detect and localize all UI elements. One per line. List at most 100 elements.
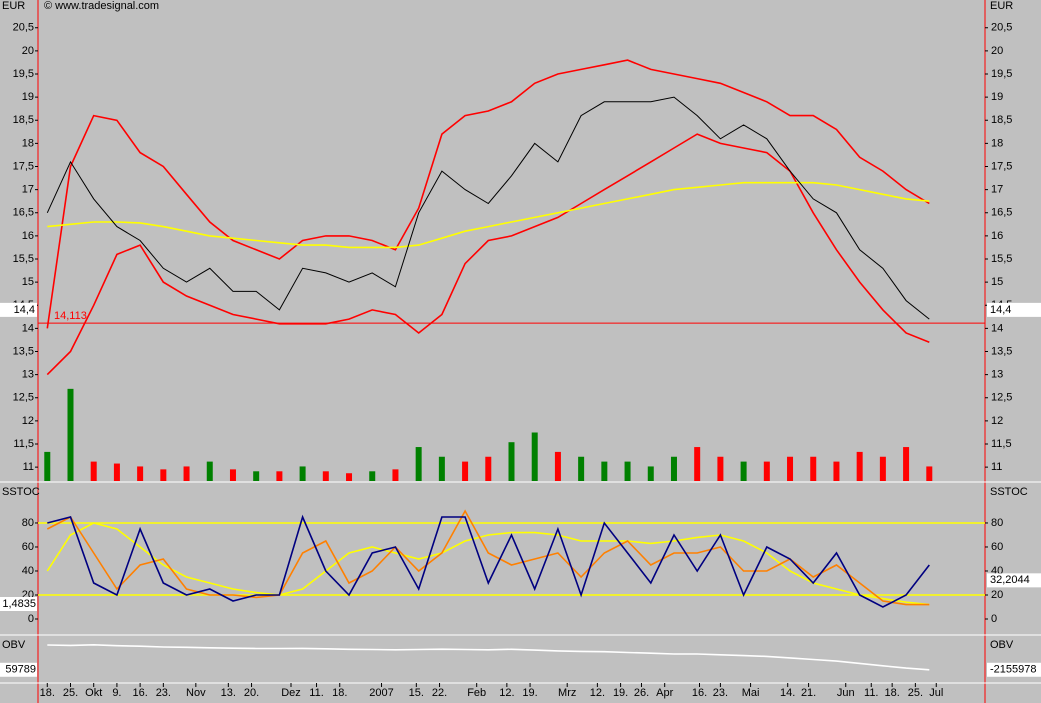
x-tick-label: 19. xyxy=(613,687,628,699)
series-line xyxy=(46,96,930,320)
y-tick-label: 19 xyxy=(22,91,34,103)
x-tick-label: Feb xyxy=(467,687,486,699)
left-value-label: 59789 xyxy=(5,664,36,676)
x-tick-label: Jul xyxy=(929,687,943,699)
left-value-label: 1,4835 xyxy=(2,598,36,610)
volume-bar xyxy=(392,469,399,481)
y-tick-label: 40 xyxy=(22,565,34,577)
x-tick-label: 18. xyxy=(40,687,55,699)
volume-bar xyxy=(299,466,306,481)
x-tick-label: 26. xyxy=(634,687,649,699)
y-tick-label: 11 xyxy=(991,461,1002,473)
y-tick-label: 18 xyxy=(991,137,1003,149)
volume-bar xyxy=(90,461,97,481)
x-tick-label: 16. xyxy=(132,687,147,699)
x-tick-label: 19. xyxy=(522,687,537,699)
y-tick-label: 13,5 xyxy=(13,345,34,357)
y-tick-label: 60 xyxy=(22,541,34,553)
x-tick-label: 23. xyxy=(713,687,728,699)
y-tick-label: 60 xyxy=(991,541,1003,553)
volume-bar xyxy=(346,473,353,481)
y-tick-label: 15,5 xyxy=(13,253,34,265)
x-tick-label: 12. xyxy=(590,687,605,699)
y-tick-label: 20 xyxy=(22,45,34,57)
volume-bar xyxy=(113,463,120,481)
y-tick-label: 16 xyxy=(991,230,1003,242)
x-tick-label: 14. xyxy=(780,687,795,699)
y-tick-label: 18 xyxy=(22,137,34,149)
series-line xyxy=(46,509,930,606)
x-tick-label: 23. xyxy=(156,687,171,699)
last-value-label: 14,4 xyxy=(14,304,35,316)
y-tick-label: 15 xyxy=(991,276,1003,288)
source: © www.tradesignal.com xyxy=(44,0,159,12)
y-axis-label: OBV xyxy=(2,639,26,651)
volume-bar xyxy=(763,461,770,481)
x-tick-label: 2007 xyxy=(369,687,393,699)
volume-bar xyxy=(160,469,167,481)
y-tick-label: 16,5 xyxy=(991,207,1012,219)
y-tick-label: 0 xyxy=(991,613,997,625)
x-tick-label: 18. xyxy=(885,687,900,699)
volume-bar xyxy=(44,451,51,481)
x-tick-label: 11. xyxy=(864,687,878,699)
y-tick-label: 20 xyxy=(991,589,1003,601)
x-tick-label: Apr xyxy=(656,687,673,699)
volume-bar xyxy=(879,456,886,481)
x-tick-label: Mrz xyxy=(558,687,576,699)
x-tick-label: Okt xyxy=(85,687,102,699)
volume-bar xyxy=(926,466,933,481)
y-tick-label: 12 xyxy=(991,415,1003,427)
x-tick-label: Dez xyxy=(281,687,301,699)
y-tick-label: 19,5 xyxy=(13,68,34,80)
x-tick-label: 25. xyxy=(63,687,78,699)
x-tick-label: Nov xyxy=(186,687,206,699)
series-line xyxy=(46,59,930,329)
y-tick-label: 20 xyxy=(991,45,1003,57)
y-tick-label: 12,5 xyxy=(991,392,1012,404)
y-tick-label: 17 xyxy=(991,184,1003,196)
series-line xyxy=(47,643,930,671)
y-tick-label: 20,5 xyxy=(991,22,1012,34)
volume-bar xyxy=(740,461,747,481)
y-tick-label: 12,5 xyxy=(13,392,34,404)
y-tick-label: 11,5 xyxy=(13,438,34,450)
series-line xyxy=(46,133,930,376)
y-tick-label: 13,5 xyxy=(991,345,1012,357)
volume-bar xyxy=(578,456,585,481)
y-tick-label: 80 xyxy=(991,517,1003,529)
y-tick-label: 20,5 xyxy=(13,22,34,34)
x-tick-label: 15. xyxy=(409,687,424,699)
y-tick-label: 15,5 xyxy=(991,253,1012,265)
last-value-label: 14,4 xyxy=(990,304,1011,316)
volume-bar xyxy=(206,461,213,481)
volume-bar xyxy=(485,456,492,481)
y-axis-label: EUR xyxy=(2,0,25,12)
y-tick-label: 16 xyxy=(22,230,34,242)
series-line xyxy=(46,522,930,606)
y-tick-label: 14 xyxy=(22,322,34,334)
x-tick-label: 12. xyxy=(499,687,514,699)
last-value-label: -2155978 xyxy=(990,664,1037,676)
x-tick-label: 9. xyxy=(112,687,121,699)
x-tick-label: 20. xyxy=(244,687,259,699)
x-tick-label: 18. xyxy=(332,687,347,699)
volume-bar xyxy=(508,442,515,481)
volume-bar xyxy=(322,471,329,481)
volume-bar xyxy=(717,456,724,481)
x-tick-label: 11. xyxy=(309,687,323,699)
volume-bar xyxy=(833,461,840,481)
left-value-box xyxy=(0,662,37,677)
volume-bar xyxy=(462,461,469,481)
y-tick-label: 19,5 xyxy=(991,68,1012,80)
last-value-box xyxy=(987,302,1041,317)
series-line xyxy=(47,514,930,608)
y-axis-label: OBV xyxy=(990,639,1014,651)
x-tick-label: 25. xyxy=(908,687,923,699)
y-tick-label: 17,5 xyxy=(991,160,1012,172)
volume-bar xyxy=(903,447,910,481)
y-axis-label: SSTOC xyxy=(2,486,40,498)
y-tick-label: 19 xyxy=(991,91,1003,103)
